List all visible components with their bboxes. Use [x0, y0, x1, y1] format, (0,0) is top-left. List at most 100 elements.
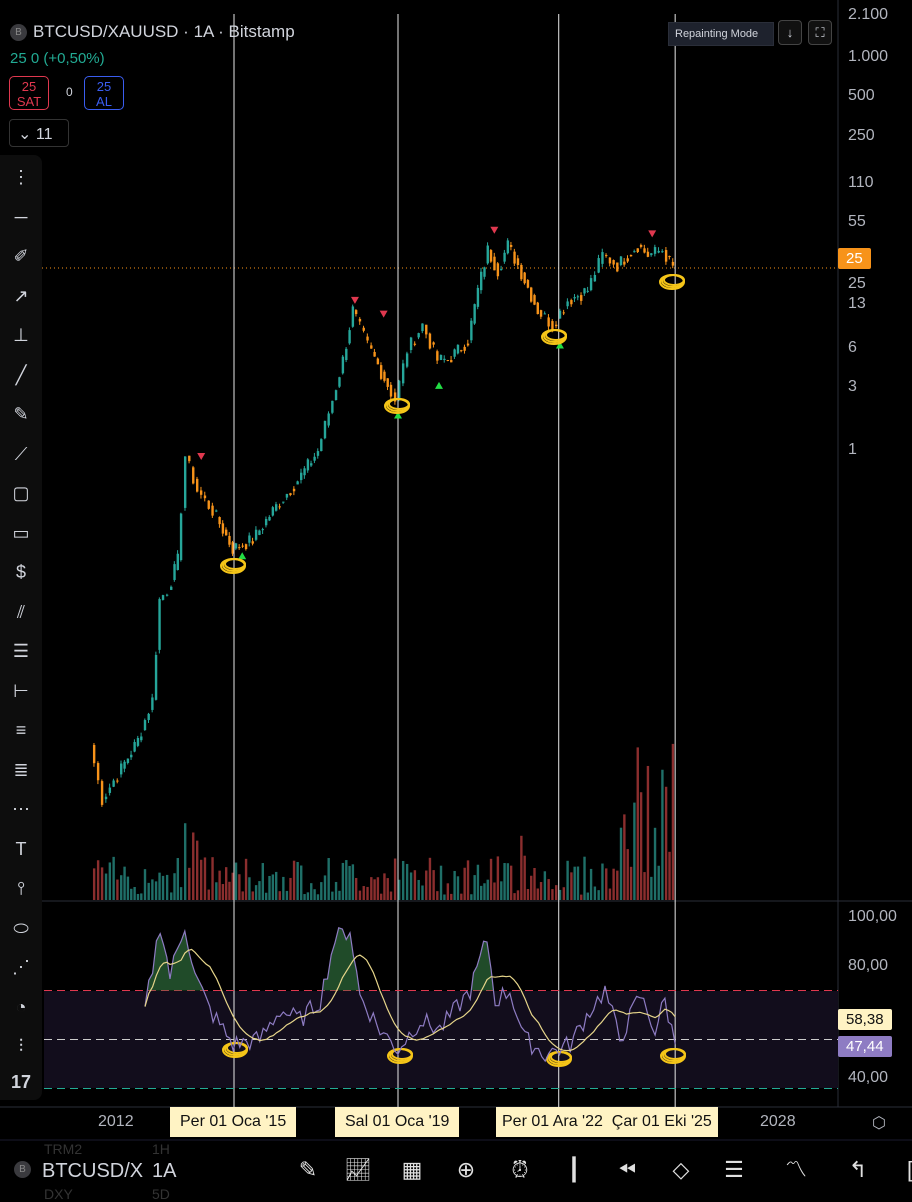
candle-body	[207, 500, 210, 509]
candle-body	[409, 337, 413, 351]
symbol-header[interactable]: B BTCUSD/XAUUSD · 1A · Bitstamp	[10, 22, 295, 42]
settings-sliders-icon[interactable]: ☰	[724, 1157, 744, 1182]
anchor-icon[interactable]: ⫯	[17, 878, 25, 898]
sell-signal-marker	[490, 226, 499, 234]
volume-bar	[316, 894, 320, 900]
text-icon[interactable]: T	[15, 838, 27, 859]
pitchfork-icon[interactable]: ⋰	[12, 957, 30, 977]
alarm-icon[interactable]: ⏰︎	[511, 1157, 529, 1182]
ghost-interval: 1H	[152, 1141, 170, 1157]
candle-body	[450, 360, 453, 363]
compare-icon[interactable]: 〽	[784, 1157, 807, 1182]
volume-bar	[136, 893, 140, 900]
date-range-icon[interactable]: ⊢	[13, 680, 29, 701]
volume-bar	[586, 892, 589, 900]
download-icon[interactable]: ↓	[778, 20, 802, 45]
volume-bar	[376, 877, 380, 900]
sell-signal-marker	[197, 452, 206, 460]
replay-icon[interactable]: ⏪︎	[618, 1157, 636, 1182]
fullscreen-icon[interactable]: ⛶	[808, 20, 832, 45]
horizontal-lines-icon[interactable]: ☰	[12, 641, 30, 661]
volume-bar	[608, 888, 612, 900]
annotation-circle	[663, 274, 685, 286]
curve-icon[interactable]: ◔	[15, 996, 27, 1017]
candle-body	[376, 358, 380, 365]
volume-bar	[633, 802, 636, 900]
path-icon[interactable]: ⟋	[14, 443, 28, 464]
candle-body	[238, 547, 241, 549]
candle-body	[179, 513, 183, 561]
bottom-symbol[interactable]: BTCUSD/X	[42, 1160, 144, 1182]
candle-body	[389, 384, 393, 397]
circle-icon[interactable]: ⬭	[13, 917, 29, 938]
volume-bar	[207, 889, 210, 900]
fib-ext-icon[interactable]: ≣	[13, 759, 29, 780]
undo-icon[interactable]: ↰	[848, 1157, 868, 1182]
pencil-icon[interactable]: ✎	[298, 1157, 318, 1182]
candle-body	[493, 256, 496, 271]
candle-body	[405, 353, 409, 367]
annotation-circle	[388, 398, 410, 410]
price-label-icon[interactable]: $	[15, 562, 26, 582]
chevron-down-icon: ⌄	[18, 126, 32, 143]
sell-signal-marker	[350, 296, 359, 304]
volume-bar	[551, 889, 554, 900]
candle-body	[345, 348, 348, 361]
fib-icon[interactable]: ≡	[15, 720, 27, 740]
candle-body	[443, 358, 446, 361]
ray-icon[interactable]: ╱	[15, 364, 27, 385]
candle-body	[612, 260, 615, 265]
layout-grid-icon[interactable]: ▦	[401, 1157, 423, 1182]
candle-body	[100, 781, 104, 805]
candle-body	[176, 553, 179, 571]
indicators-icon[interactable]: 📈︎	[344, 1157, 372, 1182]
brush-icon[interactable]: ✐	[13, 246, 29, 266]
rectangle-icon[interactable]: ▢	[12, 483, 30, 503]
candle-body	[586, 290, 589, 292]
trend-line-icon[interactable]: ─	[14, 206, 28, 227]
candle-body	[473, 304, 476, 324]
volume-bar	[619, 827, 623, 900]
bottom-interval[interactable]: 1A	[152, 1160, 177, 1182]
candle-body	[432, 342, 435, 345]
volume-bar	[386, 878, 389, 900]
volume-bar	[313, 889, 316, 900]
volume-bar	[657, 865, 660, 900]
candle-body	[623, 261, 626, 265]
annotation-circle	[391, 1048, 413, 1060]
volume-bar	[154, 881, 158, 900]
parallel-channel-icon[interactable]: ⫽	[16, 601, 26, 622]
drag-handle-icon[interactable]: ⋮	[12, 167, 30, 187]
volume-bar	[570, 872, 573, 900]
long-short-icon[interactable]: ⫶	[18, 1036, 24, 1056]
volume-bar	[466, 860, 470, 900]
pencil-icon[interactable]: ✎	[13, 404, 29, 424]
callout-icon[interactable]: ▭	[12, 522, 30, 543]
candles-icon[interactable]: ┃	[567, 1157, 581, 1182]
layers-icon[interactable]: ◇	[672, 1157, 690, 1182]
volume-bar	[258, 881, 261, 900]
buy-button[interactable]: 25 AL	[84, 76, 124, 110]
settings-icon[interactable]: ⬡	[872, 1115, 886, 1132]
indicators-collapse-button[interactable]: ⌄ 11	[9, 119, 69, 147]
signal-value-label: 58,38	[838, 1009, 892, 1030]
sell-button[interactable]: 25 SAT	[9, 76, 49, 110]
volume-bar	[425, 870, 428, 900]
candle-body	[526, 280, 530, 288]
arrow-icon[interactable]: ↗	[13, 285, 29, 306]
volume-bar	[292, 860, 296, 900]
volume-bar	[373, 879, 376, 900]
price-range-icon[interactable]: ⊥	[13, 325, 29, 345]
volume-bar	[453, 870, 456, 900]
candle-body	[362, 327, 365, 331]
candle-body	[147, 713, 150, 721]
volume-bar	[234, 862, 238, 900]
fullscreen-icon[interactable]: [	[895, 1155, 912, 1185]
volume-bar	[526, 889, 530, 900]
fib-channel-icon[interactable]: ⋯	[12, 799, 30, 819]
volume-bar	[513, 893, 516, 900]
candle-body	[639, 244, 643, 247]
candle-body	[543, 313, 547, 315]
add-icon[interactable]: ⊕	[456, 1157, 476, 1182]
